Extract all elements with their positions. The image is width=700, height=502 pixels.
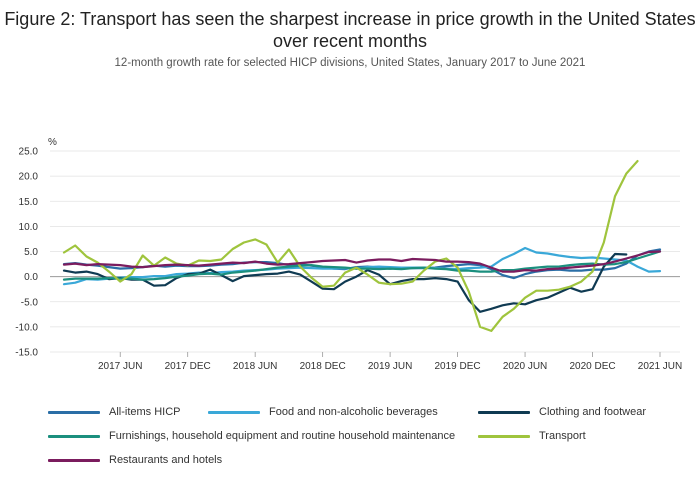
legend-item: Food and non-alcoholic beverages bbox=[208, 406, 438, 418]
x-tick-label: 2020 JUN bbox=[503, 361, 547, 372]
chart-title: Figure 2: Transport has seen the sharpes… bbox=[4, 9, 696, 51]
x-tick-label: 2018 DEC bbox=[300, 361, 346, 372]
legend-label: Restaurants and hotels bbox=[109, 454, 223, 466]
series-line-3 bbox=[62, 252, 628, 313]
legend-item: Furnishings, household equipment and rou… bbox=[48, 430, 455, 442]
legend-label: All-items HICP bbox=[109, 406, 181, 418]
x-tick-label: 2019 DEC bbox=[435, 361, 481, 372]
legend-item: Clothing and footwear bbox=[478, 406, 646, 418]
y-tick-label: 0.0 bbox=[24, 272, 38, 283]
legend-swatch bbox=[478, 434, 530, 438]
y-tick-label: 10.0 bbox=[19, 222, 39, 233]
legend-swatch bbox=[208, 410, 260, 414]
series-line-5 bbox=[62, 160, 639, 332]
legend-swatch bbox=[478, 410, 530, 414]
x-tick-label: 2017 JUN bbox=[98, 361, 142, 372]
line-chart: % 25.0 20.0 15.0 10.0 5.0 0.0 -5.0 -10.0 -15.0 201… bbox=[15, 137, 682, 372]
y-tick-label: 25.0 bbox=[19, 147, 39, 158]
legend-swatch bbox=[48, 434, 100, 438]
y-axis-unit: % bbox=[48, 137, 57, 148]
x-tick-label: 2019 JUN bbox=[368, 361, 412, 372]
chart-subtitle: 12-month growth rate for selected HICP d… bbox=[114, 57, 586, 69]
x-tick-label: 2021 JUN bbox=[638, 361, 682, 372]
legend-item: Restaurants and hotels bbox=[48, 454, 222, 466]
legend-swatch bbox=[48, 410, 100, 414]
y-tick-label: 5.0 bbox=[24, 247, 38, 258]
legend-label: Furnishings, household equipment and rou… bbox=[109, 430, 456, 442]
legend-label: Clothing and footwear bbox=[539, 406, 647, 418]
y-tick-label: 20.0 bbox=[19, 172, 39, 183]
x-tick-label: 2018 JUN bbox=[233, 361, 277, 372]
x-tick-label: 2020 DEC bbox=[569, 361, 615, 372]
series-line-6 bbox=[62, 250, 662, 273]
y-tick-label: 15.0 bbox=[19, 197, 39, 208]
legend-swatch bbox=[48, 458, 100, 462]
y-tick-label: -15.0 bbox=[15, 348, 38, 359]
legend-label: Transport bbox=[539, 430, 586, 442]
y-tick-label: -5.0 bbox=[21, 297, 39, 308]
legend-item: All-items HICP bbox=[48, 406, 181, 418]
series-line-4 bbox=[62, 250, 662, 281]
legend-item: Transport bbox=[478, 430, 586, 442]
x-tick-label: 2017 DEC bbox=[165, 361, 211, 372]
legend-label: Food and non-alcoholic beverages bbox=[269, 406, 438, 418]
y-tick-label: -10.0 bbox=[15, 322, 38, 333]
